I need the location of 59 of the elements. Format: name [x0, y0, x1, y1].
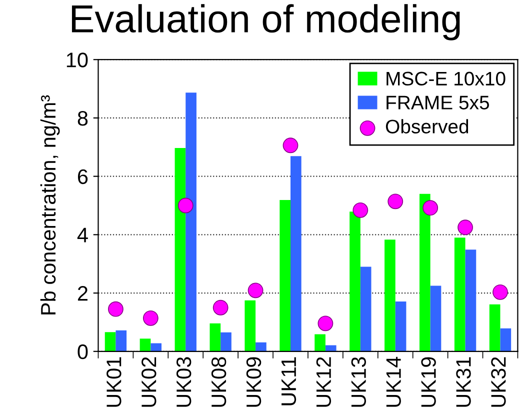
x-tick-label: UK09: [246, 357, 262, 407]
y-tick-label: 8: [78, 110, 88, 126]
bar: [430, 286, 442, 352]
bar: [244, 300, 256, 352]
x-tick-label: UK11: [282, 357, 296, 406]
bar: [256, 342, 266, 352]
point: [422, 200, 438, 216]
legend-label: Observed: [386, 119, 468, 134]
x-tick-label: UK01: [106, 357, 122, 407]
point: [108, 301, 124, 317]
bar: [360, 266, 372, 352]
bar: [210, 323, 221, 352]
bar: [140, 338, 151, 352]
y-tick-label: 6: [78, 169, 88, 184]
bar: [174, 148, 186, 352]
point: [212, 300, 228, 316]
chart-title: Evaluation of modeling: [72, 4, 460, 40]
bar: [465, 250, 476, 352]
point: [178, 198, 194, 214]
bar: [220, 332, 232, 352]
legend-label: MSC-E 10x10: [386, 72, 506, 86]
bar: [500, 328, 512, 352]
bar: [325, 345, 336, 352]
point: [282, 138, 298, 154]
x-tick-label: UK12: [316, 357, 332, 407]
bar: [395, 302, 406, 352]
legend-label: FRAME 5x5: [386, 96, 490, 110]
y-tick-label: 4: [77, 228, 88, 242]
x-tick-label: UK08: [211, 357, 226, 407]
bar: [419, 194, 430, 352]
point: [142, 310, 158, 326]
bar: [150, 343, 162, 352]
point: [492, 284, 508, 300]
x-tick-label: UK03: [176, 357, 192, 407]
point: [248, 282, 264, 298]
bar: [384, 240, 396, 352]
y-axis-title: Pb concentration, ng/m³: [40, 95, 60, 314]
y-tick-label: 10: [66, 52, 88, 68]
point: [318, 316, 334, 332]
x-tick-label: UK13: [351, 357, 366, 407]
bar: [454, 238, 466, 352]
bar: [116, 330, 127, 352]
x-tick-label: UK31: [456, 357, 471, 407]
point: [458, 220, 473, 236]
point: [352, 202, 368, 218]
bar: [280, 200, 290, 352]
bar: [104, 332, 116, 352]
x-tick-label: UK02: [142, 357, 156, 407]
bar: [489, 304, 500, 352]
bar: [350, 212, 360, 352]
point: [388, 194, 404, 210]
bar: [314, 334, 326, 352]
x-tick-label: UK14: [386, 356, 401, 407]
bar: [290, 156, 302, 352]
y-tick-label: 0: [78, 344, 88, 360]
bar: [186, 92, 196, 352]
y-tick-label: 2: [78, 286, 88, 301]
x-tick-label: UK19: [421, 357, 436, 407]
x-tick-label: UK32: [491, 357, 506, 407]
